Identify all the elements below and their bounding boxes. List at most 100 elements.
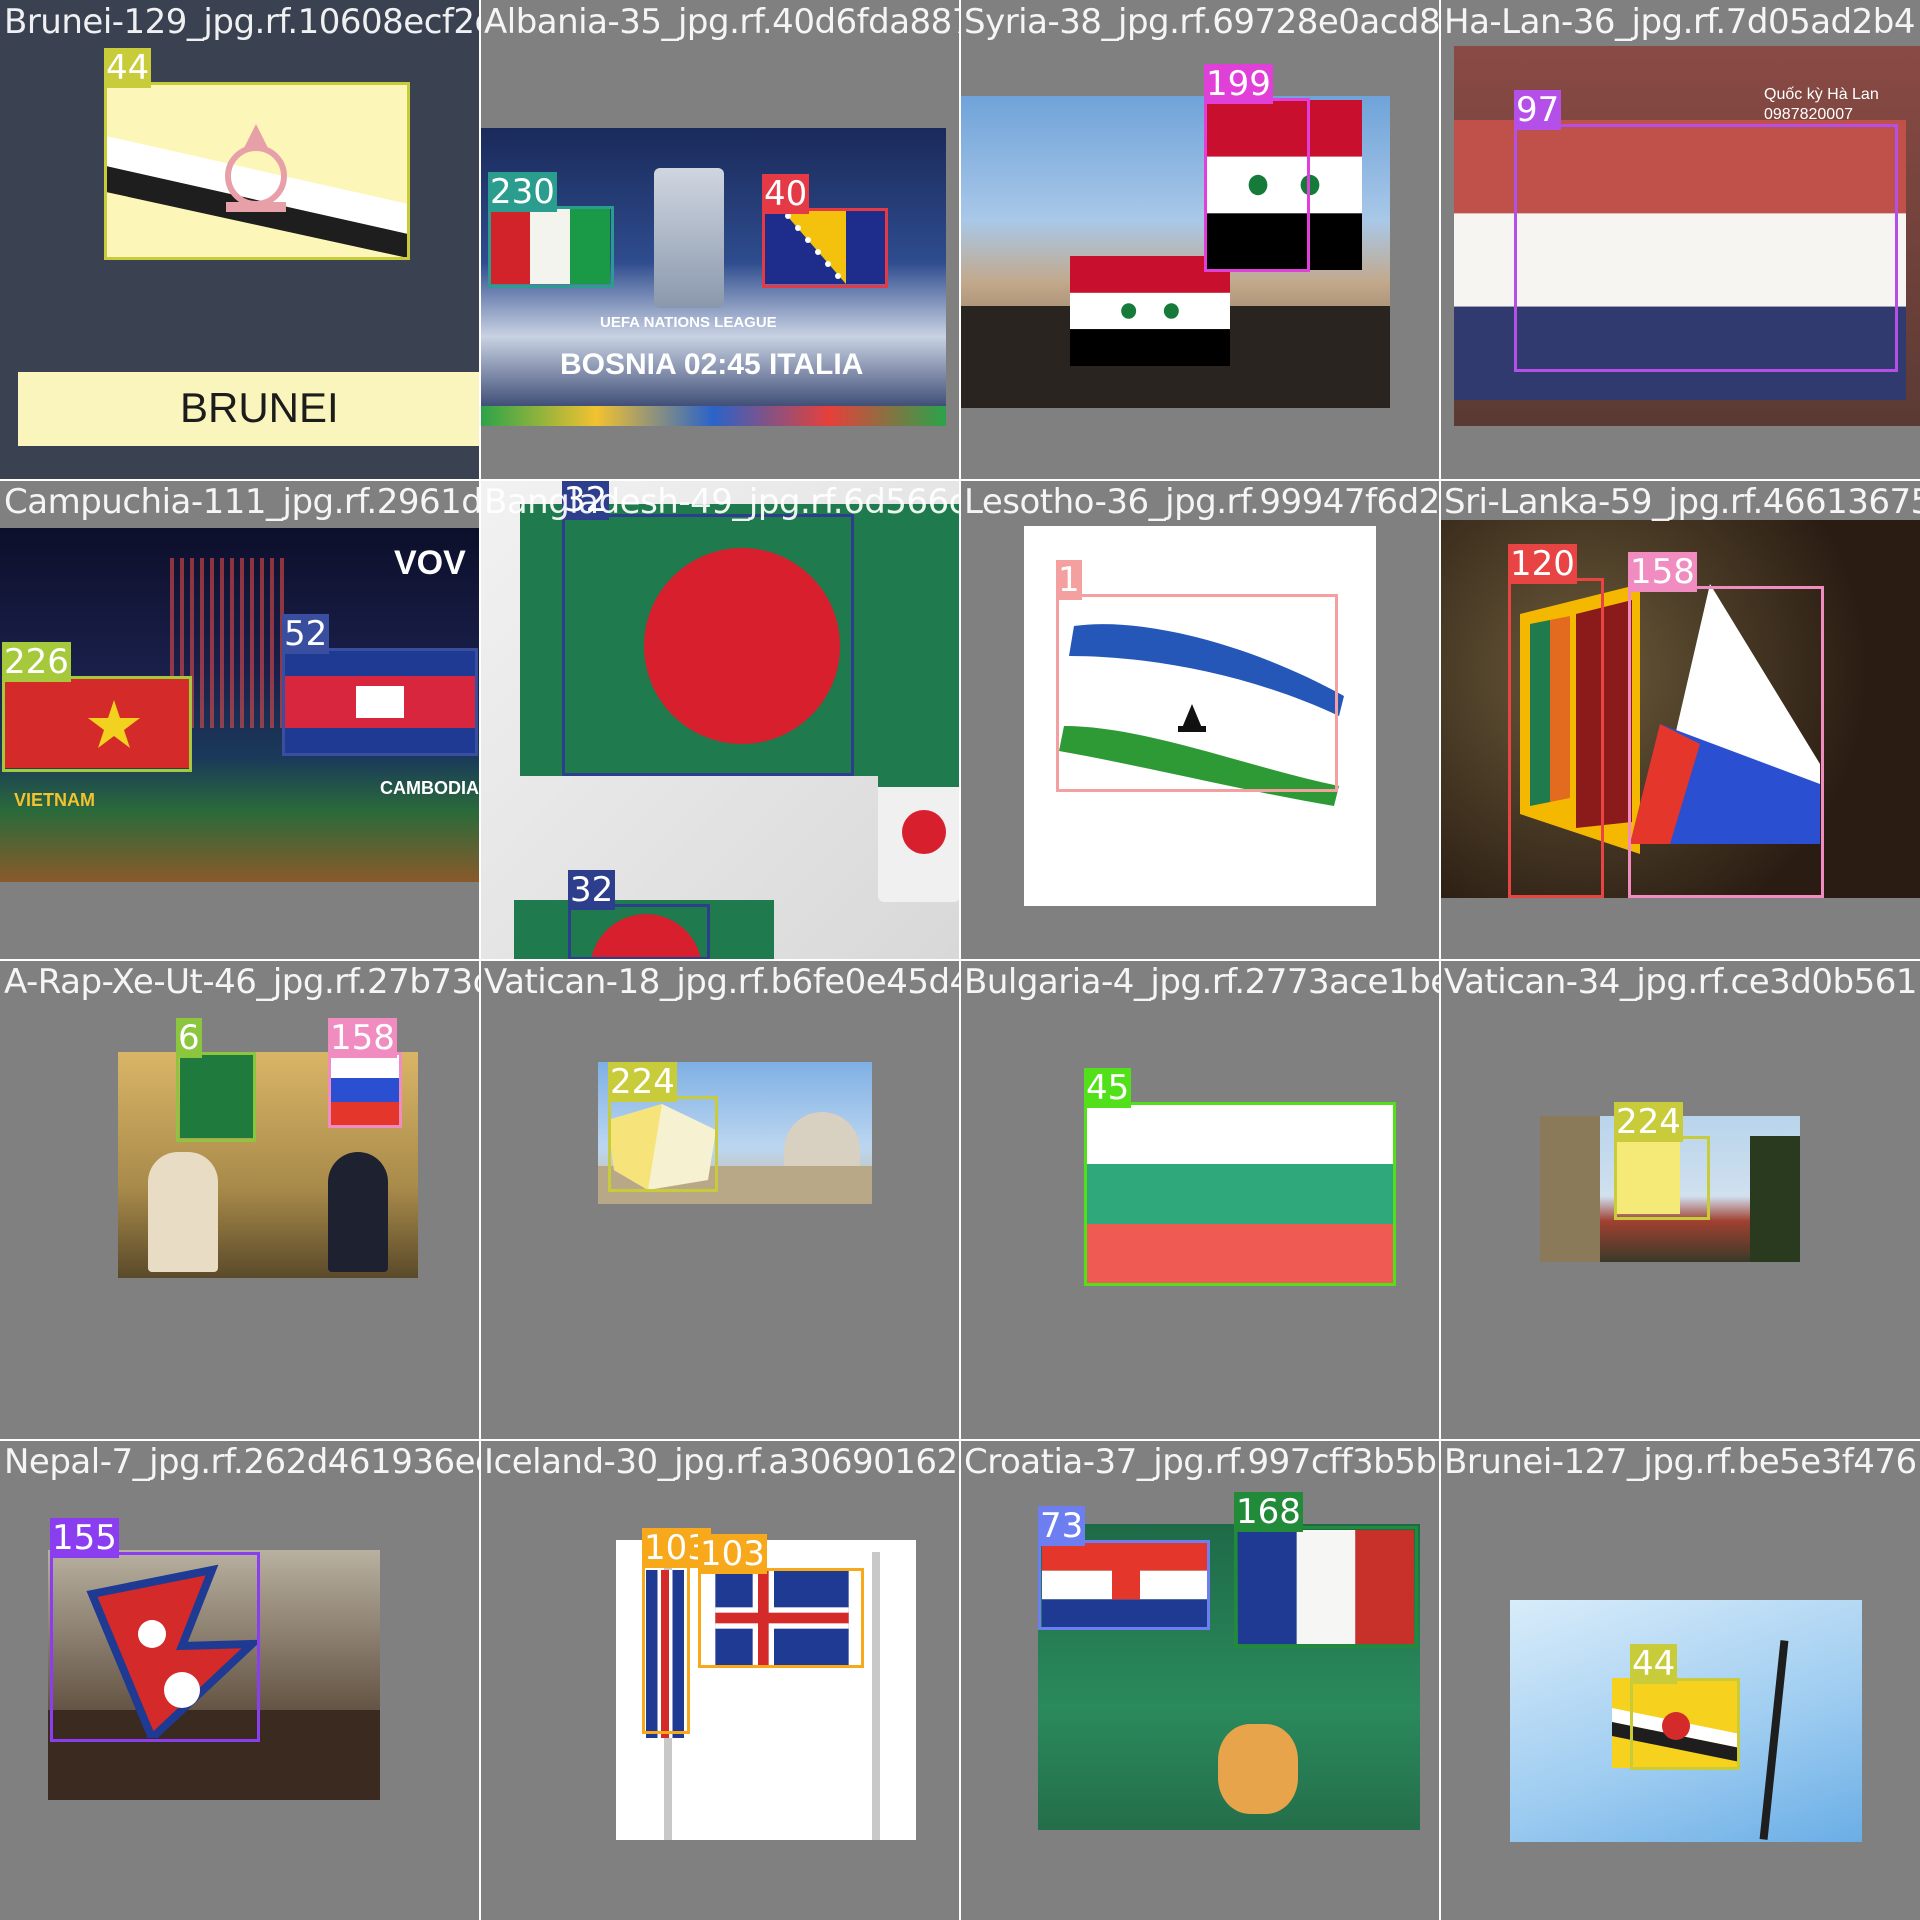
bbox-label: 224	[608, 1062, 677, 1102]
tile-bulgaria-4: 45 Bulgaria-4_jpg.rf.2773ace1be7db8f504c…	[960, 960, 1440, 1440]
caption-panel	[18, 372, 480, 446]
bbox-32-a	[562, 514, 854, 776]
bbox-label: 158	[328, 1018, 397, 1058]
tile-image	[480, 480, 960, 960]
vietnam-flag	[4, 678, 190, 768]
tile-filename: Lesotho-36_jpg.rf.99947f6d2d7229cd69e38	[964, 482, 1440, 522]
tile-image	[1024, 526, 1376, 906]
tile-ha-lan-36: Quốc kỳ Hà Lan 0987820007 97 Ha-Lan-36_j…	[1440, 0, 1920, 480]
bbox-52	[282, 648, 478, 756]
bbox-97	[1514, 124, 1898, 372]
tile-filename: Iceland-30_jpg.rf.a306901626da8c731e7ab	[484, 1442, 960, 1482]
bbox-label: 45	[1084, 1068, 1132, 1108]
bbox-label: 226	[2, 642, 71, 682]
bosnia-flag	[764, 210, 886, 284]
tree-right	[1750, 1136, 1800, 1262]
vatican-flag	[1616, 1138, 1680, 1214]
bbox-label: 44	[1630, 1644, 1678, 1684]
bbox-label: 32	[568, 870, 616, 910]
bbox-155	[50, 1552, 260, 1742]
syria-flag-b	[1206, 100, 1362, 270]
bbox-label: 230	[488, 172, 557, 212]
bangladesh-flag-small	[514, 900, 774, 960]
bbox-label: 52	[282, 614, 330, 654]
person-left	[148, 1152, 218, 1272]
bbox-label: 1	[1056, 560, 1082, 600]
russia-flag	[330, 1054, 400, 1126]
bbox-224	[608, 1096, 718, 1192]
lesotho-brush-flag	[1059, 624, 1344, 806]
tile-filename: Brunei-127_jpg.rf.be5e3f476	[1444, 1442, 1917, 1482]
tile-nepal-7: 155 Nepal-7_jpg.rf.262d461936ed53a3209d9…	[0, 1440, 480, 1920]
sri-lanka-flag	[1520, 584, 1640, 854]
dome	[784, 1112, 860, 1168]
tile-filename: Nepal-7_jpg.rf.262d461936ed53a3209d9328	[4, 1442, 480, 1482]
bbox-label: 120	[1508, 544, 1577, 584]
bbox-103-b	[698, 1568, 864, 1668]
tile-filename: Vatican-18_jpg.rf.b6fe0e45d4a4a901e4fe3	[484, 962, 960, 1002]
russia-flag	[1630, 584, 1820, 844]
tile-filename: Brunei-129_jpg.rf.10608ecf2d09fb3f322af0	[4, 2, 480, 42]
syria-flag-a	[1070, 256, 1230, 366]
tile-filename: Campuchia-111_jpg.rf.2961d0ab5fd44129	[4, 482, 480, 522]
brunei-flag	[1612, 1678, 1740, 1768]
saudi-flag	[180, 1054, 256, 1138]
grid-divider	[0, 1439, 1920, 1441]
pole-right	[872, 1552, 880, 1840]
mug	[878, 738, 960, 902]
bangladesh-flag-large	[520, 504, 960, 776]
bbox-226	[2, 676, 192, 772]
vietnam-text: VIETNAM	[14, 790, 95, 810]
tile-lesotho-36: 1 Lesotho-36_jpg.rf.99947f6d2d7229cd69e3…	[960, 480, 1440, 960]
bbox-44	[104, 82, 410, 260]
trophy-graphic	[654, 168, 724, 308]
tile-filename: Bulgaria-4_jpg.rf.2773ace1be7db8f504c5b	[964, 962, 1440, 1002]
tile-image: BRUNEI	[0, 0, 480, 480]
bbox-label: 6	[176, 1018, 202, 1058]
bbox-label: 199	[1204, 64, 1273, 104]
match-text: BOSNIA 02:45 ITALIA	[560, 348, 864, 381]
bbox-label: 224	[1614, 1102, 1683, 1142]
tile-croatia-37: 73 168 Croatia-37_jpg.rf.997cff3b5b3e86c…	[960, 1440, 1440, 1920]
person-right	[328, 1152, 388, 1272]
iceland-flag	[715, 1570, 849, 1666]
league-text: UEFA NATIONS LEAGUE	[600, 314, 777, 331]
bulgaria-flag	[1086, 1104, 1394, 1284]
tile-filename: Syria-38_jpg.rf.69728e0acd8f5dad47d1579	[964, 2, 1440, 42]
tile-image: UEFA NATIONS LEAGUE BOSNIA 02:45 ITALIA	[480, 128, 946, 426]
color-stripes	[480, 406, 946, 426]
tile-filename: Sri-Lanka-59_jpg.rf.466136752c	[1444, 482, 1920, 522]
broadcaster-logo: VOV	[394, 544, 466, 582]
hanging-flag	[646, 1570, 684, 1738]
vatican-flag	[608, 1104, 716, 1190]
nepal-flag	[86, 1564, 260, 1738]
grid-divider	[0, 959, 1920, 961]
grid-divider	[0, 479, 1920, 481]
bbox-158	[1628, 586, 1824, 898]
tile-filename: Ha-Lan-36_jpg.rf.7d05ad2b4	[1444, 2, 1915, 42]
tile-vatican-18: 224 Vatican-18_jpg.rf.b6fe0e45d4a4a901e4…	[480, 960, 960, 1440]
bbox-1	[1056, 594, 1338, 792]
bbox-label: 97	[1514, 90, 1562, 130]
tile-campuchia-111: VOV VIETNAM CAMBODIA 226 52 Campuchia-11…	[0, 480, 480, 960]
bbox-158	[328, 1052, 402, 1128]
sign-line2: 0987820007	[1764, 106, 1853, 123]
bbox-label: 73	[1038, 1506, 1086, 1546]
tile-filename: Vatican-34_jpg.rf.ce3d0b561	[1444, 962, 1917, 1002]
tile-filename: A-Rap-Xe-Ut-46_jpg.rf.27b73d453724d3918	[4, 962, 480, 1002]
tile-bangladesh-49: 32 32 Bangladesh-49_jpg.rf.6d566c45f0465…	[480, 480, 960, 960]
bbox-45	[1084, 1102, 1396, 1286]
bbox-44	[1630, 1678, 1740, 1770]
tile-brunei-129: BRUNEI 44 Brunei-129_jpg.rf.10608ecf2d09…	[0, 0, 480, 480]
tile-filename: Bangladesh-49_jpg.rf.6d566c45f0465b5b9	[484, 482, 960, 522]
bbox-label: 40	[762, 174, 810, 214]
flag-pole	[1759, 1640, 1789, 1840]
bbox-label: 103	[698, 1534, 767, 1574]
bbox-label: 44	[104, 48, 152, 88]
cambodia-flag	[284, 650, 476, 754]
red-disc	[644, 548, 840, 744]
tile-a-rap-xe-ut-46: 6 158 A-Rap-Xe-Ut-46_jpg.rf.27b73d453724…	[0, 960, 480, 1440]
brunei-flag	[106, 84, 408, 258]
bbox-168	[1234, 1526, 1418, 1648]
